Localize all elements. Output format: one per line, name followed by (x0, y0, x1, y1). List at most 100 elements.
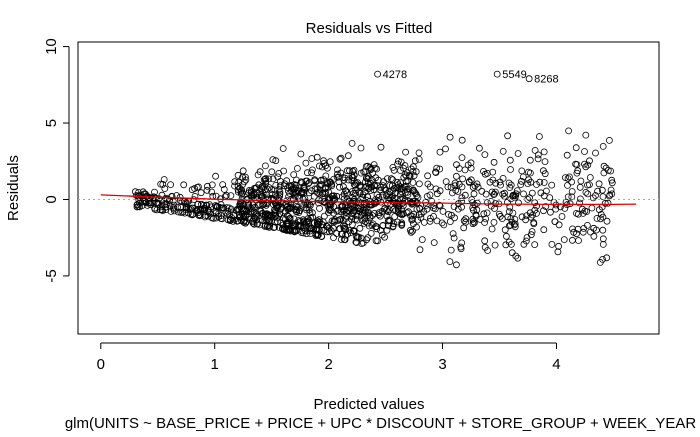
data-point (404, 208, 412, 216)
data-point (582, 188, 590, 196)
data-point (364, 219, 372, 227)
data-point (491, 241, 499, 249)
data-point (603, 217, 611, 225)
data-point (315, 216, 323, 224)
data-point (235, 178, 243, 186)
data-point (460, 217, 468, 225)
data-point (299, 223, 307, 231)
data-point (190, 196, 198, 204)
data-point (133, 203, 141, 211)
labeled-point (493, 70, 501, 78)
data-point (279, 221, 287, 229)
data-point (448, 189, 456, 197)
data-point (298, 179, 306, 187)
data-point (337, 203, 345, 211)
data-point (378, 231, 386, 239)
data-point (598, 186, 606, 194)
data-point (584, 181, 591, 189)
data-point (248, 192, 256, 200)
data-point (224, 207, 232, 215)
data-point (262, 177, 270, 185)
data-point (461, 191, 469, 199)
data-point (354, 204, 362, 212)
data-point (220, 185, 228, 193)
data-point (350, 207, 358, 215)
data-point (413, 223, 420, 231)
data-point (579, 228, 587, 236)
data-point (560, 236, 568, 244)
data-point (279, 145, 287, 152)
data-point (193, 207, 201, 215)
data-point (518, 167, 526, 175)
data-point (600, 162, 608, 170)
data-point (304, 180, 312, 188)
data-point (288, 219, 296, 227)
data-point (307, 224, 315, 232)
data-point (408, 198, 416, 205)
data-point (261, 162, 269, 170)
data-point (336, 216, 344, 224)
data-point (177, 209, 185, 216)
data-point (481, 219, 489, 226)
data-point (363, 193, 371, 200)
data-point (265, 184, 273, 192)
data-point (564, 181, 571, 189)
data-point (315, 162, 323, 170)
data-point (552, 205, 560, 213)
data-point (231, 178, 239, 186)
data-point (410, 210, 418, 218)
data-point (465, 178, 473, 186)
x-axis-label: Predicted values (314, 396, 425, 413)
data-point (561, 204, 569, 212)
data-point (446, 258, 454, 266)
data-point (518, 177, 525, 185)
data-point (294, 203, 302, 211)
data-point (442, 145, 449, 153)
data-point (337, 154, 345, 162)
data-point (472, 211, 480, 219)
data-point (402, 172, 410, 180)
data-point (467, 164, 475, 172)
data-point (324, 183, 332, 191)
data-point (253, 213, 261, 221)
data-point (365, 184, 373, 192)
data-point (197, 189, 205, 197)
data-point (514, 254, 522, 262)
y-tick-label: 10 (43, 38, 60, 55)
data-point (470, 218, 477, 225)
data-point (347, 205, 354, 212)
data-point (276, 182, 284, 190)
data-point (558, 213, 566, 220)
data-point (440, 221, 448, 229)
data-point (370, 186, 378, 194)
data-point (588, 204, 596, 212)
data-point (473, 206, 481, 214)
data-point (452, 172, 460, 180)
data-point (410, 172, 418, 180)
data-point (313, 217, 321, 225)
data-point (316, 186, 324, 194)
data-point (389, 163, 397, 171)
data-point (462, 218, 470, 226)
data-point (513, 187, 521, 195)
data-point (239, 181, 246, 189)
data-point (581, 148, 588, 155)
data-point (260, 182, 268, 190)
data-point (323, 228, 331, 236)
data-point (524, 180, 532, 188)
data-point (357, 212, 365, 220)
data-point (357, 169, 365, 177)
data-point (263, 210, 271, 218)
data-point (392, 184, 400, 192)
data-point (540, 148, 548, 156)
data-point (300, 220, 308, 227)
data-point (597, 210, 605, 218)
data-point (259, 192, 267, 200)
data-point (483, 209, 491, 217)
data-point (394, 157, 402, 165)
data-point (460, 224, 468, 232)
data-point (436, 148, 444, 156)
data-point (462, 215, 470, 223)
data-point (293, 164, 301, 172)
